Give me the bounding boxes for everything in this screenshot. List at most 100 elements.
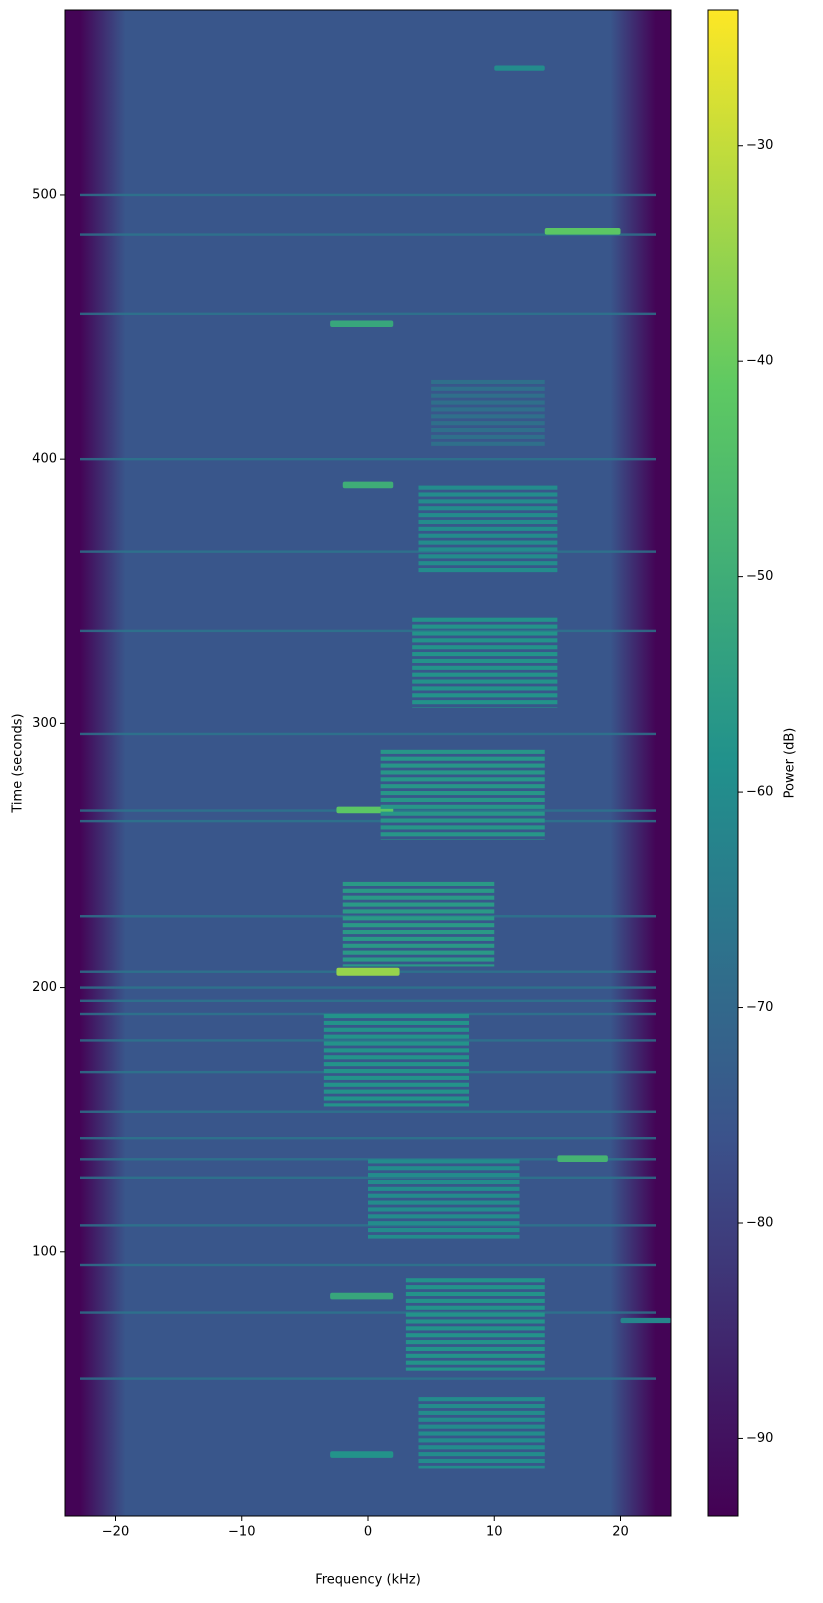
burst-stripe bbox=[418, 499, 558, 504]
colorbar-tick-label: −40 bbox=[746, 354, 773, 369]
burst-stripe bbox=[323, 1062, 469, 1067]
burst-stripe bbox=[368, 1221, 520, 1226]
burst bbox=[494, 65, 545, 71]
horizontal-line bbox=[80, 1039, 656, 1042]
burst-stripe bbox=[323, 1027, 469, 1032]
burst-stripe bbox=[418, 540, 558, 545]
colorbar bbox=[707, 9, 739, 1517]
burst-stripe bbox=[431, 434, 545, 439]
burst-stripe bbox=[368, 1159, 520, 1164]
burst-stripe bbox=[412, 693, 558, 698]
burst-stripe bbox=[380, 791, 545, 796]
colorbar-tick-label: −80 bbox=[746, 1215, 773, 1230]
burst-stripe bbox=[418, 519, 558, 525]
burst bbox=[330, 1292, 394, 1300]
burst bbox=[336, 967, 400, 976]
burst-stripe bbox=[418, 1403, 545, 1409]
burst-stripe bbox=[368, 1228, 520, 1233]
burst-stripe bbox=[412, 686, 558, 691]
burst-stripe bbox=[405, 1353, 545, 1358]
horizontal-line bbox=[80, 986, 656, 989]
burst-stripe bbox=[418, 485, 558, 490]
burst bbox=[336, 806, 394, 814]
burst-stripe bbox=[418, 1397, 545, 1402]
burst-stripe bbox=[368, 1214, 520, 1219]
horizontal-line bbox=[80, 1176, 656, 1180]
burst-stripe bbox=[368, 1207, 520, 1212]
burst-stripe bbox=[342, 936, 495, 941]
burst-stripe bbox=[380, 749, 545, 754]
burst-stripe bbox=[323, 1034, 469, 1039]
burst-stripe bbox=[380, 832, 545, 837]
burst-stripe bbox=[431, 427, 545, 433]
burst-stripe bbox=[323, 1082, 469, 1087]
burst-stripe bbox=[323, 1014, 469, 1019]
horizontal-line bbox=[80, 629, 656, 633]
burst bbox=[330, 320, 394, 328]
x-tick-label: 10 bbox=[486, 1525, 503, 1540]
burst-stripe bbox=[431, 441, 545, 446]
burst-stripe bbox=[342, 929, 495, 935]
x-tick-label: −10 bbox=[228, 1525, 255, 1540]
y-tick-label: 400 bbox=[32, 452, 57, 467]
burst-stripe bbox=[412, 617, 558, 622]
burst-stripe bbox=[412, 672, 558, 677]
burst bbox=[330, 1451, 394, 1458]
burst-stripe bbox=[431, 379, 545, 385]
burst-stripe bbox=[342, 895, 495, 900]
burst-stripe bbox=[412, 658, 558, 664]
burst-stripe bbox=[380, 804, 545, 809]
burst-stripe bbox=[418, 1410, 545, 1415]
burst-stripe bbox=[342, 950, 495, 955]
burst-stripe bbox=[418, 513, 558, 518]
burst-stripe bbox=[405, 1298, 545, 1303]
burst-stripe bbox=[380, 818, 545, 823]
burst-stripe bbox=[368, 1173, 520, 1178]
burst-stripe bbox=[342, 916, 495, 921]
burst-stripe bbox=[418, 526, 558, 531]
burst-stripe bbox=[412, 645, 558, 650]
burst-stripe bbox=[418, 1431, 545, 1436]
burst-stripe bbox=[418, 547, 558, 552]
y-tick-label: 500 bbox=[32, 187, 57, 202]
horizontal-line bbox=[80, 233, 656, 236]
burst-stripe bbox=[405, 1360, 545, 1365]
y-tick-label: 300 bbox=[32, 716, 57, 731]
horizontal-line bbox=[80, 312, 656, 316]
burst-stripe bbox=[405, 1319, 545, 1324]
burst-stripe bbox=[418, 1417, 545, 1422]
horizontal-line bbox=[80, 193, 656, 197]
burst-stripe bbox=[418, 1445, 545, 1450]
burst-stripe bbox=[405, 1278, 545, 1283]
burst-stripe bbox=[418, 1458, 545, 1464]
burst-stripe bbox=[323, 1055, 469, 1060]
burst-stripe bbox=[418, 568, 558, 573]
spectrogram-background bbox=[65, 10, 671, 1516]
horizontal-line bbox=[80, 550, 656, 553]
burst-stripe bbox=[418, 1438, 545, 1443]
colorbar-tick-label: −50 bbox=[746, 569, 773, 584]
burst-stripe bbox=[412, 638, 558, 643]
burst-stripe bbox=[323, 1048, 469, 1053]
burst-stripe bbox=[418, 492, 558, 497]
burst-stripe bbox=[405, 1333, 545, 1338]
burst-stripe bbox=[323, 1068, 469, 1074]
y-axis-label: Time (seconds) bbox=[11, 713, 26, 813]
burst-stripe bbox=[418, 1424, 545, 1429]
burst bbox=[544, 227, 621, 235]
burst bbox=[342, 481, 394, 489]
burst-stripe bbox=[342, 943, 495, 948]
burst-stripe bbox=[405, 1367, 545, 1371]
burst-stripe bbox=[323, 1089, 469, 1094]
burst-stripe bbox=[368, 1234, 520, 1239]
colorbar-tick-label: −90 bbox=[746, 1431, 773, 1446]
horizontal-line bbox=[80, 1110, 656, 1113]
burst-stripe bbox=[380, 784, 545, 789]
burst-stripe bbox=[368, 1179, 520, 1185]
burst-stripe bbox=[342, 909, 495, 914]
burst-stripe bbox=[342, 964, 495, 967]
burst-stripe bbox=[431, 400, 545, 405]
burst-stripe bbox=[412, 679, 558, 684]
burst-stripe bbox=[418, 533, 558, 538]
burst-stripe bbox=[380, 763, 545, 768]
